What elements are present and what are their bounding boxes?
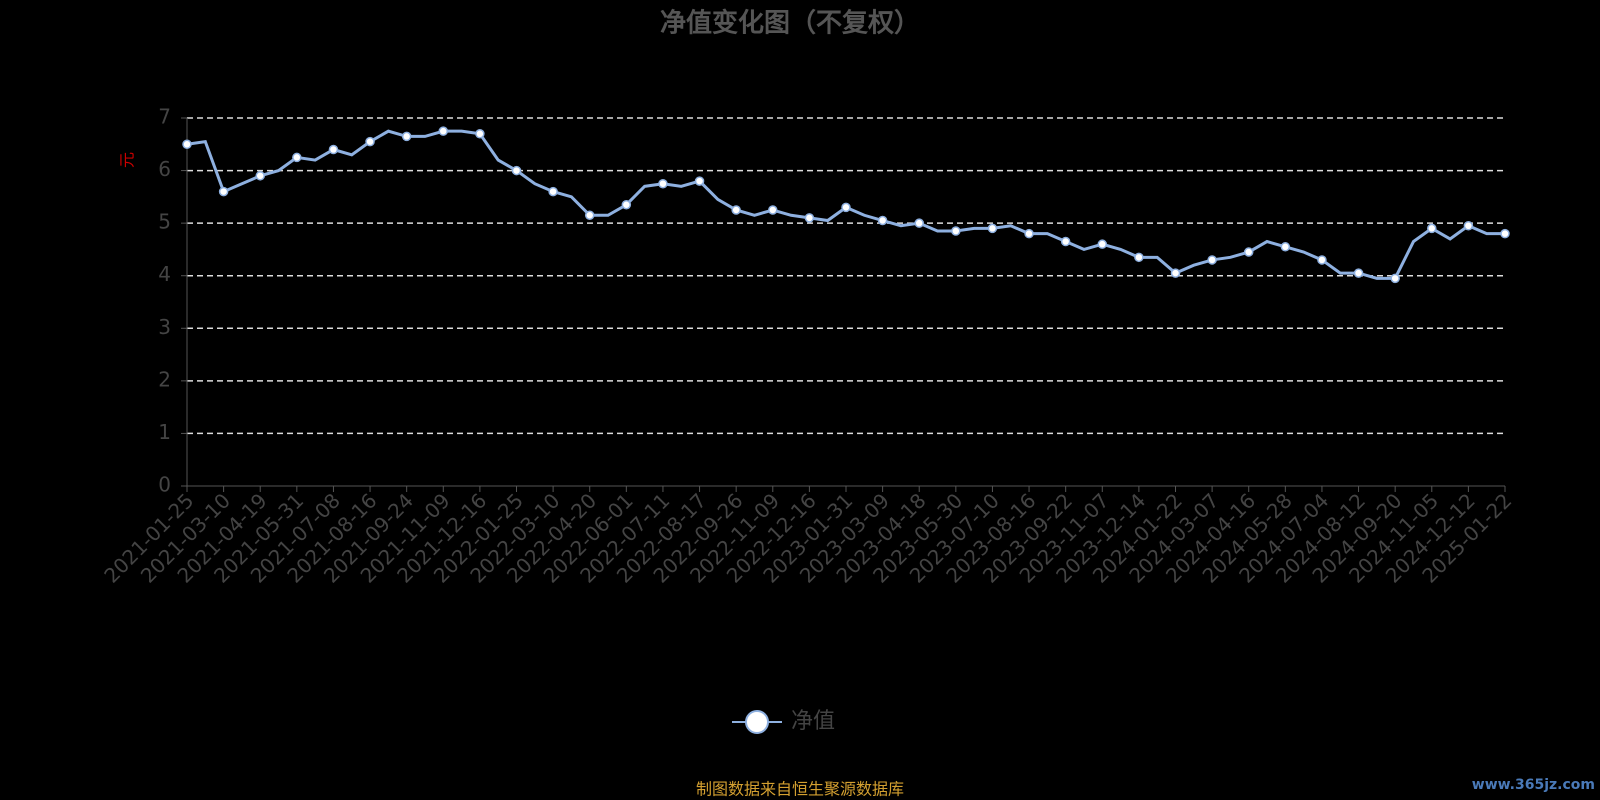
y-tick-label: 6: [158, 157, 171, 181]
data-point: [1500, 228, 1510, 239]
data-point: [1463, 221, 1474, 231]
data-point: [731, 205, 741, 215]
data-point: [365, 136, 375, 147]
y-tick-label: 0: [158, 473, 171, 497]
data-point: [1134, 252, 1144, 263]
data-point: [1317, 255, 1327, 265]
y-tick-label: 4: [158, 262, 171, 286]
legend-label: 净值: [791, 709, 835, 734]
data-point: [182, 139, 192, 150]
data-point: [877, 215, 888, 226]
data-point: [658, 178, 668, 189]
data-point: [1060, 236, 1071, 247]
watermark: www.365jz.com: [1472, 777, 1595, 793]
footer: 制图数据来自恒生聚源数据库: [696, 780, 904, 799]
data-point: [401, 131, 412, 142]
data-point: [1207, 255, 1217, 265]
data-point: [1280, 242, 1291, 252]
data-point: [548, 186, 558, 197]
data-point: [328, 144, 339, 155]
data-point: [1427, 223, 1437, 234]
data-point: [1243, 247, 1254, 257]
legend-marker: [745, 710, 769, 734]
data-point: [694, 176, 705, 186]
data-point: [804, 213, 815, 223]
y-tick-label: 7: [158, 105, 171, 129]
data-point: [475, 129, 485, 139]
data-point: [584, 210, 595, 221]
y-axis-label: 元: [118, 152, 137, 168]
data-point: [1024, 228, 1034, 239]
chart-title: 净值变化图（不复权）: [660, 8, 920, 39]
y-tick-label: 3: [158, 315, 171, 339]
data-point: [768, 205, 778, 215]
data-point: [292, 152, 302, 163]
data-point: [511, 165, 522, 176]
data-point: [438, 126, 449, 136]
data-point: [841, 202, 851, 213]
data-point: [951, 226, 961, 236]
data-point: [1353, 268, 1364, 278]
y-tick-label: 1: [158, 420, 171, 444]
y-tick-label: 5: [158, 210, 171, 234]
data-point: [987, 223, 998, 234]
data-point: [255, 171, 265, 181]
y-tick-label: 2: [158, 367, 171, 391]
data-point: [1170, 268, 1181, 278]
data-point: [621, 199, 632, 210]
data-point: [218, 186, 229, 197]
data-point: [1390, 273, 1400, 284]
data-point: [914, 218, 924, 228]
data-point: [1097, 239, 1108, 249]
